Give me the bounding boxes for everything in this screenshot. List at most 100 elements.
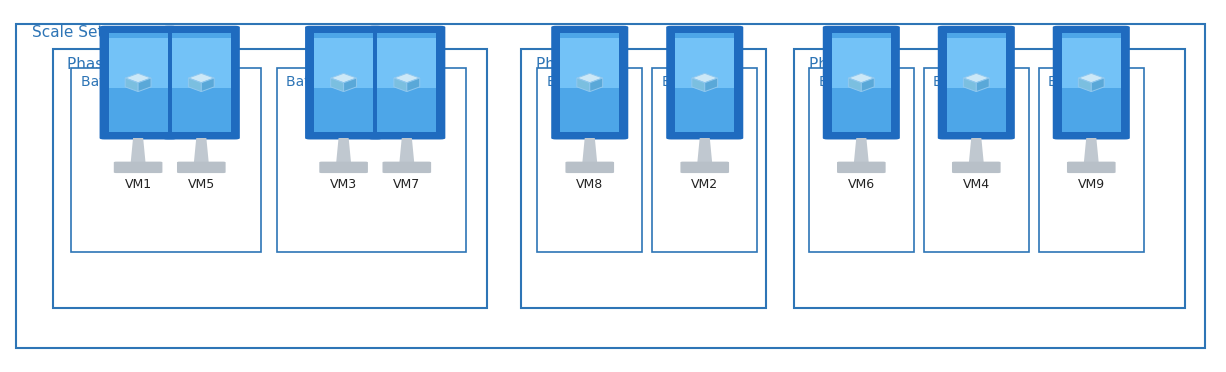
Polygon shape [343, 78, 357, 92]
Polygon shape [189, 73, 215, 83]
Polygon shape [1084, 138, 1098, 162]
Text: VM8: VM8 [576, 178, 603, 191]
FancyBboxPatch shape [809, 68, 913, 253]
FancyBboxPatch shape [16, 23, 1205, 349]
FancyBboxPatch shape [552, 26, 628, 140]
FancyBboxPatch shape [314, 33, 373, 132]
Polygon shape [139, 78, 151, 92]
FancyBboxPatch shape [794, 49, 1186, 308]
Text: Phase 1: Phase 1 [536, 57, 596, 72]
Text: VM2: VM2 [691, 178, 718, 191]
FancyBboxPatch shape [560, 38, 619, 88]
Text: VM9: VM9 [1078, 178, 1105, 191]
Polygon shape [577, 73, 603, 83]
FancyBboxPatch shape [1062, 38, 1121, 88]
FancyBboxPatch shape [319, 161, 368, 173]
Polygon shape [131, 138, 146, 162]
Polygon shape [394, 73, 419, 83]
Polygon shape [189, 78, 201, 92]
Polygon shape [331, 78, 343, 92]
FancyBboxPatch shape [378, 38, 436, 88]
Text: VM5: VM5 [188, 178, 215, 191]
FancyBboxPatch shape [99, 26, 177, 140]
Text: Batch 2: Batch 2 [662, 75, 715, 89]
Polygon shape [336, 138, 351, 162]
Polygon shape [394, 78, 407, 92]
FancyBboxPatch shape [172, 38, 230, 88]
FancyBboxPatch shape [666, 26, 743, 140]
FancyBboxPatch shape [652, 68, 758, 253]
Text: VM3: VM3 [330, 178, 357, 191]
FancyBboxPatch shape [831, 38, 891, 88]
FancyBboxPatch shape [680, 161, 729, 173]
FancyBboxPatch shape [560, 33, 619, 132]
FancyBboxPatch shape [923, 68, 1029, 253]
FancyBboxPatch shape [305, 26, 383, 140]
FancyBboxPatch shape [378, 33, 436, 132]
Text: Batch 1: Batch 1 [81, 75, 135, 89]
Polygon shape [125, 78, 139, 92]
Polygon shape [969, 138, 983, 162]
Polygon shape [855, 138, 869, 162]
FancyBboxPatch shape [951, 161, 1000, 173]
Text: Batch 1: Batch 1 [819, 75, 872, 89]
Polygon shape [577, 78, 590, 92]
FancyBboxPatch shape [109, 33, 168, 132]
FancyBboxPatch shape [946, 33, 1005, 132]
FancyBboxPatch shape [1038, 68, 1144, 253]
FancyBboxPatch shape [1062, 33, 1121, 132]
Text: Batch 2: Batch 2 [933, 75, 987, 89]
FancyBboxPatch shape [277, 68, 466, 253]
Text: VM7: VM7 [394, 178, 421, 191]
Polygon shape [862, 78, 874, 92]
Polygon shape [698, 138, 712, 162]
FancyBboxPatch shape [1053, 26, 1130, 140]
FancyBboxPatch shape [837, 161, 885, 173]
FancyBboxPatch shape [314, 38, 373, 88]
Text: VM1: VM1 [125, 178, 152, 191]
Text: Scale Set: Scale Set [32, 25, 103, 41]
Polygon shape [331, 73, 357, 83]
Polygon shape [848, 73, 874, 83]
FancyBboxPatch shape [53, 49, 487, 308]
FancyBboxPatch shape [368, 26, 445, 140]
Polygon shape [705, 78, 717, 92]
FancyBboxPatch shape [383, 161, 432, 173]
FancyBboxPatch shape [565, 161, 614, 173]
FancyBboxPatch shape [521, 49, 766, 308]
Polygon shape [194, 138, 208, 162]
Polygon shape [848, 78, 862, 92]
Polygon shape [407, 78, 419, 92]
Polygon shape [125, 73, 151, 83]
FancyBboxPatch shape [109, 38, 168, 88]
Polygon shape [582, 138, 597, 162]
Polygon shape [400, 138, 414, 162]
Polygon shape [976, 78, 989, 92]
FancyBboxPatch shape [163, 26, 240, 140]
FancyBboxPatch shape [71, 68, 261, 253]
FancyBboxPatch shape [676, 33, 734, 132]
FancyBboxPatch shape [938, 26, 1015, 140]
Polygon shape [1091, 78, 1105, 92]
Text: Batch 3: Batch 3 [1048, 75, 1102, 89]
Text: VM4: VM4 [962, 178, 989, 191]
Polygon shape [201, 78, 215, 92]
FancyBboxPatch shape [177, 161, 226, 173]
Polygon shape [691, 78, 705, 92]
Text: VM6: VM6 [847, 178, 875, 191]
FancyBboxPatch shape [114, 161, 162, 173]
Text: Phase 0: Phase 0 [67, 57, 128, 72]
FancyBboxPatch shape [831, 33, 891, 132]
Text: Batch 2: Batch 2 [287, 75, 340, 89]
FancyBboxPatch shape [1067, 161, 1116, 173]
FancyBboxPatch shape [946, 38, 1005, 88]
Polygon shape [1079, 73, 1105, 83]
FancyBboxPatch shape [172, 33, 230, 132]
Polygon shape [691, 73, 717, 83]
Polygon shape [1079, 78, 1091, 92]
Text: Phase 2: Phase 2 [809, 57, 869, 72]
Polygon shape [964, 78, 976, 92]
FancyBboxPatch shape [537, 68, 642, 253]
Text: Batch 1: Batch 1 [547, 75, 601, 89]
Polygon shape [964, 73, 989, 83]
